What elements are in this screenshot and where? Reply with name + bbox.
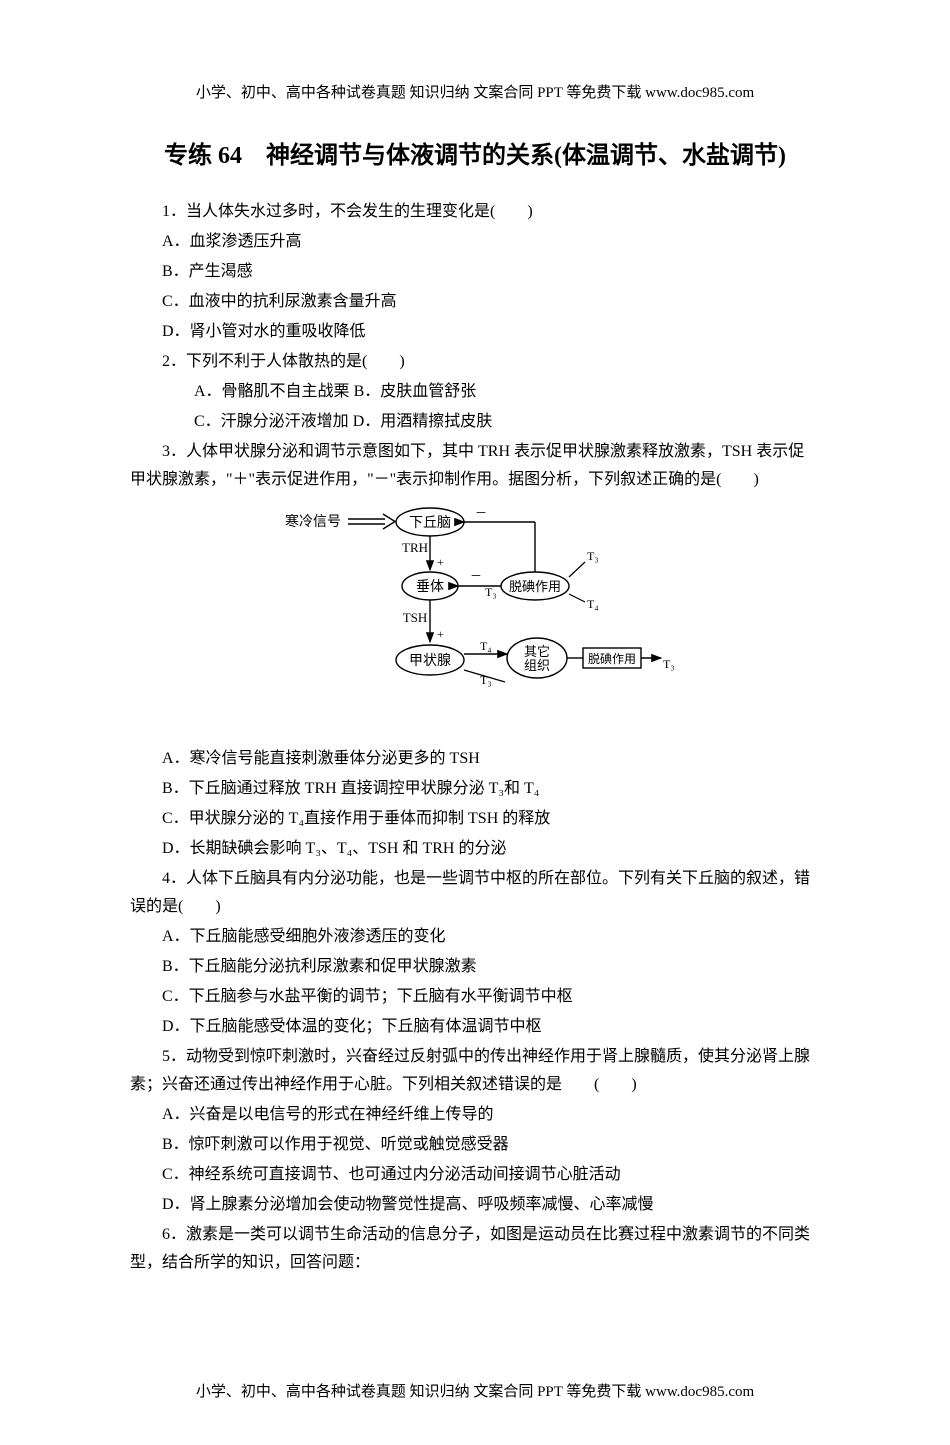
q5-opt-b: B．惊吓刺激可以作用于视觉、听觉或触觉感受器 (130, 1131, 820, 1159)
q4-opt-b: B．下丘脑能分泌抗利尿激素和促甲状腺激素 (130, 953, 820, 981)
q1-opt-a: A．血浆渗透压升高 (130, 228, 820, 256)
q3-opt-a: A．寒冷信号能直接刺激垂体分泌更多的 TSH (130, 745, 820, 773)
label-trh: TRH (402, 540, 428, 555)
label-t4-top: T₄ (587, 597, 599, 611)
label-t3-top: T₃ (587, 549, 599, 563)
label-deiod-2: 脱碘作用 (588, 651, 636, 666)
label-plus-2: + (437, 627, 444, 641)
q1-stem: 1．当人体失水过多时，不会发生的生理变化是( ) (130, 198, 820, 226)
q2-opts-ab: A．骨骼肌不自主战栗 B．皮肤血管舒张 (130, 378, 820, 406)
q4-stem: 4．人体下丘脑具有内分泌功能，也是一些调节中枢的所在部位。下列有关下丘脑的叙述，… (130, 865, 820, 921)
q2-stem: 2．下列不利于人体散热的是( ) (130, 348, 820, 376)
page-header: 小学、初中、高中各种试卷真题 知识归纳 文案合同 PPT 等免费下载 www.d… (130, 80, 820, 106)
exercise-title: 专练 64 神经调节与体液调节的关系(体温调节、水盐调节) (130, 134, 820, 180)
q5-opt-d: D．肾上腺素分泌增加会使动物警觉性提高、呼吸频率减慢、心率减慢 (130, 1191, 820, 1219)
label-deiod-1: 脱碘作用 (509, 579, 561, 594)
label-minus-2: － (470, 569, 482, 583)
q4-opt-c: C．下丘脑参与水盐平衡的调节；下丘脑有水平衡调节中枢 (130, 983, 820, 1011)
q2-opts-cd: C．汗腺分泌汗液增加 D．用酒精擦拭皮肤 (130, 408, 820, 436)
label-other-1: 其它 (524, 644, 550, 659)
label-tsh: TSH (403, 610, 428, 625)
q5-stem: 5．动物受到惊吓刺激时，兴奋经过反射弧中的传出神经作用于肾上腺髓质，使其分泌肾上… (130, 1043, 820, 1099)
q1-opt-b: B．产生渴感 (130, 258, 820, 286)
q3-opt-b: B．下丘脑通过释放 TRH 直接调控甲状腺分泌 T₃和 T₄ (130, 775, 820, 803)
page: 小学、初中、高中各种试卷真题 知识归纳 文案合同 PPT 等免费下载 www.d… (0, 0, 950, 1445)
label-other-2: 组织 (524, 658, 550, 673)
q1-opt-d: D．肾小管对水的重吸收降低 (130, 318, 820, 346)
q2-opt-a: A．骨骼肌不自主战栗 (162, 378, 350, 406)
label-t3-mid: T₃ (480, 673, 492, 687)
q6-stem: 6．激素是一类可以调节生命活动的信息分子，如图是运动员在比赛过程中激素调节的不同… (130, 1221, 820, 1277)
label-t3-right: T₃ (663, 657, 675, 671)
label-hypothalamus: 下丘脑 (409, 515, 451, 531)
q5-opt-a: A．兴奋是以电信号的形式在神经纤维上传导的 (130, 1101, 820, 1129)
q3-opt-c: C．甲状腺分泌的 T₄直接作用于垂体而抑制 TSH 的释放 (130, 805, 820, 833)
label-thyroid: 甲状腺 (409, 653, 451, 669)
label-minus-1: － (475, 506, 487, 520)
q5-opt-c: C．神经系统可直接调节、也可通过内分泌活动间接调节心脏活动 (130, 1161, 820, 1189)
label-cold-signal: 寒冷信号 (285, 513, 341, 530)
q2-opt-c: C．汗腺分泌汗液增加 (162, 408, 349, 436)
thyroid-diagram: 寒冷信号 下丘脑 － TRH + 垂体 － T₃ 脱碘 (130, 502, 820, 737)
label-t4-mid: T₄ (480, 639, 492, 653)
label-pituitary: 垂体 (416, 579, 444, 595)
q3-opt-d: D．长期缺碘会影响 T₃、T₄、TSH 和 TRH 的分泌 (130, 835, 820, 863)
q2-opt-b: B．皮肤血管舒张 (354, 383, 477, 400)
q4-opt-a: A．下丘脑能感受细胞外液渗透压的变化 (130, 923, 820, 951)
label-t3-1: T₃ (485, 585, 497, 599)
q3-stem: 3．人体甲状腺分泌和调节示意图如下，其中 TRH 表示促甲状腺激素释放激素，TS… (130, 438, 820, 494)
page-footer: 小学、初中、高中各种试卷真题 知识归纳 文案合同 PPT 等免费下载 www.d… (130, 1379, 820, 1405)
label-plus-1: + (437, 555, 444, 569)
q2-opt-d: D．用酒精擦拭皮肤 (353, 413, 493, 430)
q1-opt-c: C．血液中的抗利尿激素含量升高 (130, 288, 820, 316)
q4-opt-d: D．下丘脑能感受体温的变化；下丘脑有体温调节中枢 (130, 1013, 820, 1041)
